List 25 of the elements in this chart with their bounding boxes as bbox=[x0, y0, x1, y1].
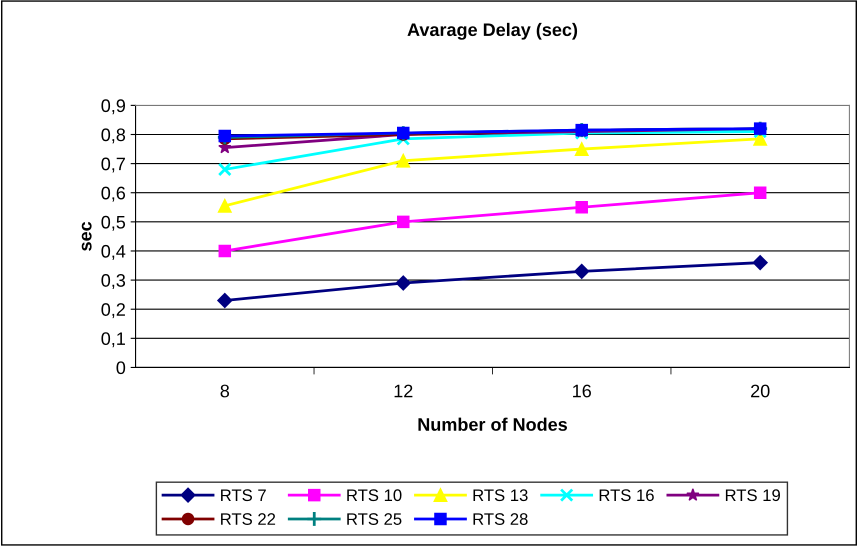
x-axis-title: Number of Nodes bbox=[418, 418, 567, 431]
y-tick-label: 0,3 bbox=[101, 274, 126, 289]
legend-label: RTS 13 bbox=[473, 489, 528, 502]
y-tick-label: 0,1 bbox=[101, 332, 125, 348]
y-tick-label: 0,2 bbox=[101, 303, 125, 318]
x-tick-label: 12 bbox=[394, 384, 412, 398]
y-tick-label: 0 bbox=[116, 361, 126, 374]
legend-label: RTS 22 bbox=[221, 513, 276, 525]
x-tick-label: 20 bbox=[751, 384, 770, 398]
y-tick-label: 0,8 bbox=[101, 128, 126, 144]
y-tick-label: 0,6 bbox=[101, 186, 126, 202]
x-tick-label: 8 bbox=[220, 384, 230, 398]
y-tick-label: 0,7 bbox=[101, 158, 125, 172]
legend-label: RTS 7 bbox=[221, 489, 266, 502]
chart-title: Avarage Delay (sec) bbox=[407, 22, 578, 40]
y-tick-label: 0,9 bbox=[101, 99, 125, 114]
legend-label: RTS 19 bbox=[726, 489, 780, 502]
x-tick-label: 16 bbox=[573, 384, 591, 398]
legend-label: RTS 28 bbox=[473, 513, 528, 525]
y-axis-title: sec bbox=[82, 222, 92, 251]
legend-label: RTS 25 bbox=[347, 513, 402, 525]
y-tick-label: 0,5 bbox=[101, 216, 126, 231]
y-tick-label: 0,4 bbox=[101, 244, 126, 260]
legend-label: RTS 16 bbox=[600, 489, 654, 502]
legend-label: RTS 10 bbox=[347, 489, 402, 502]
